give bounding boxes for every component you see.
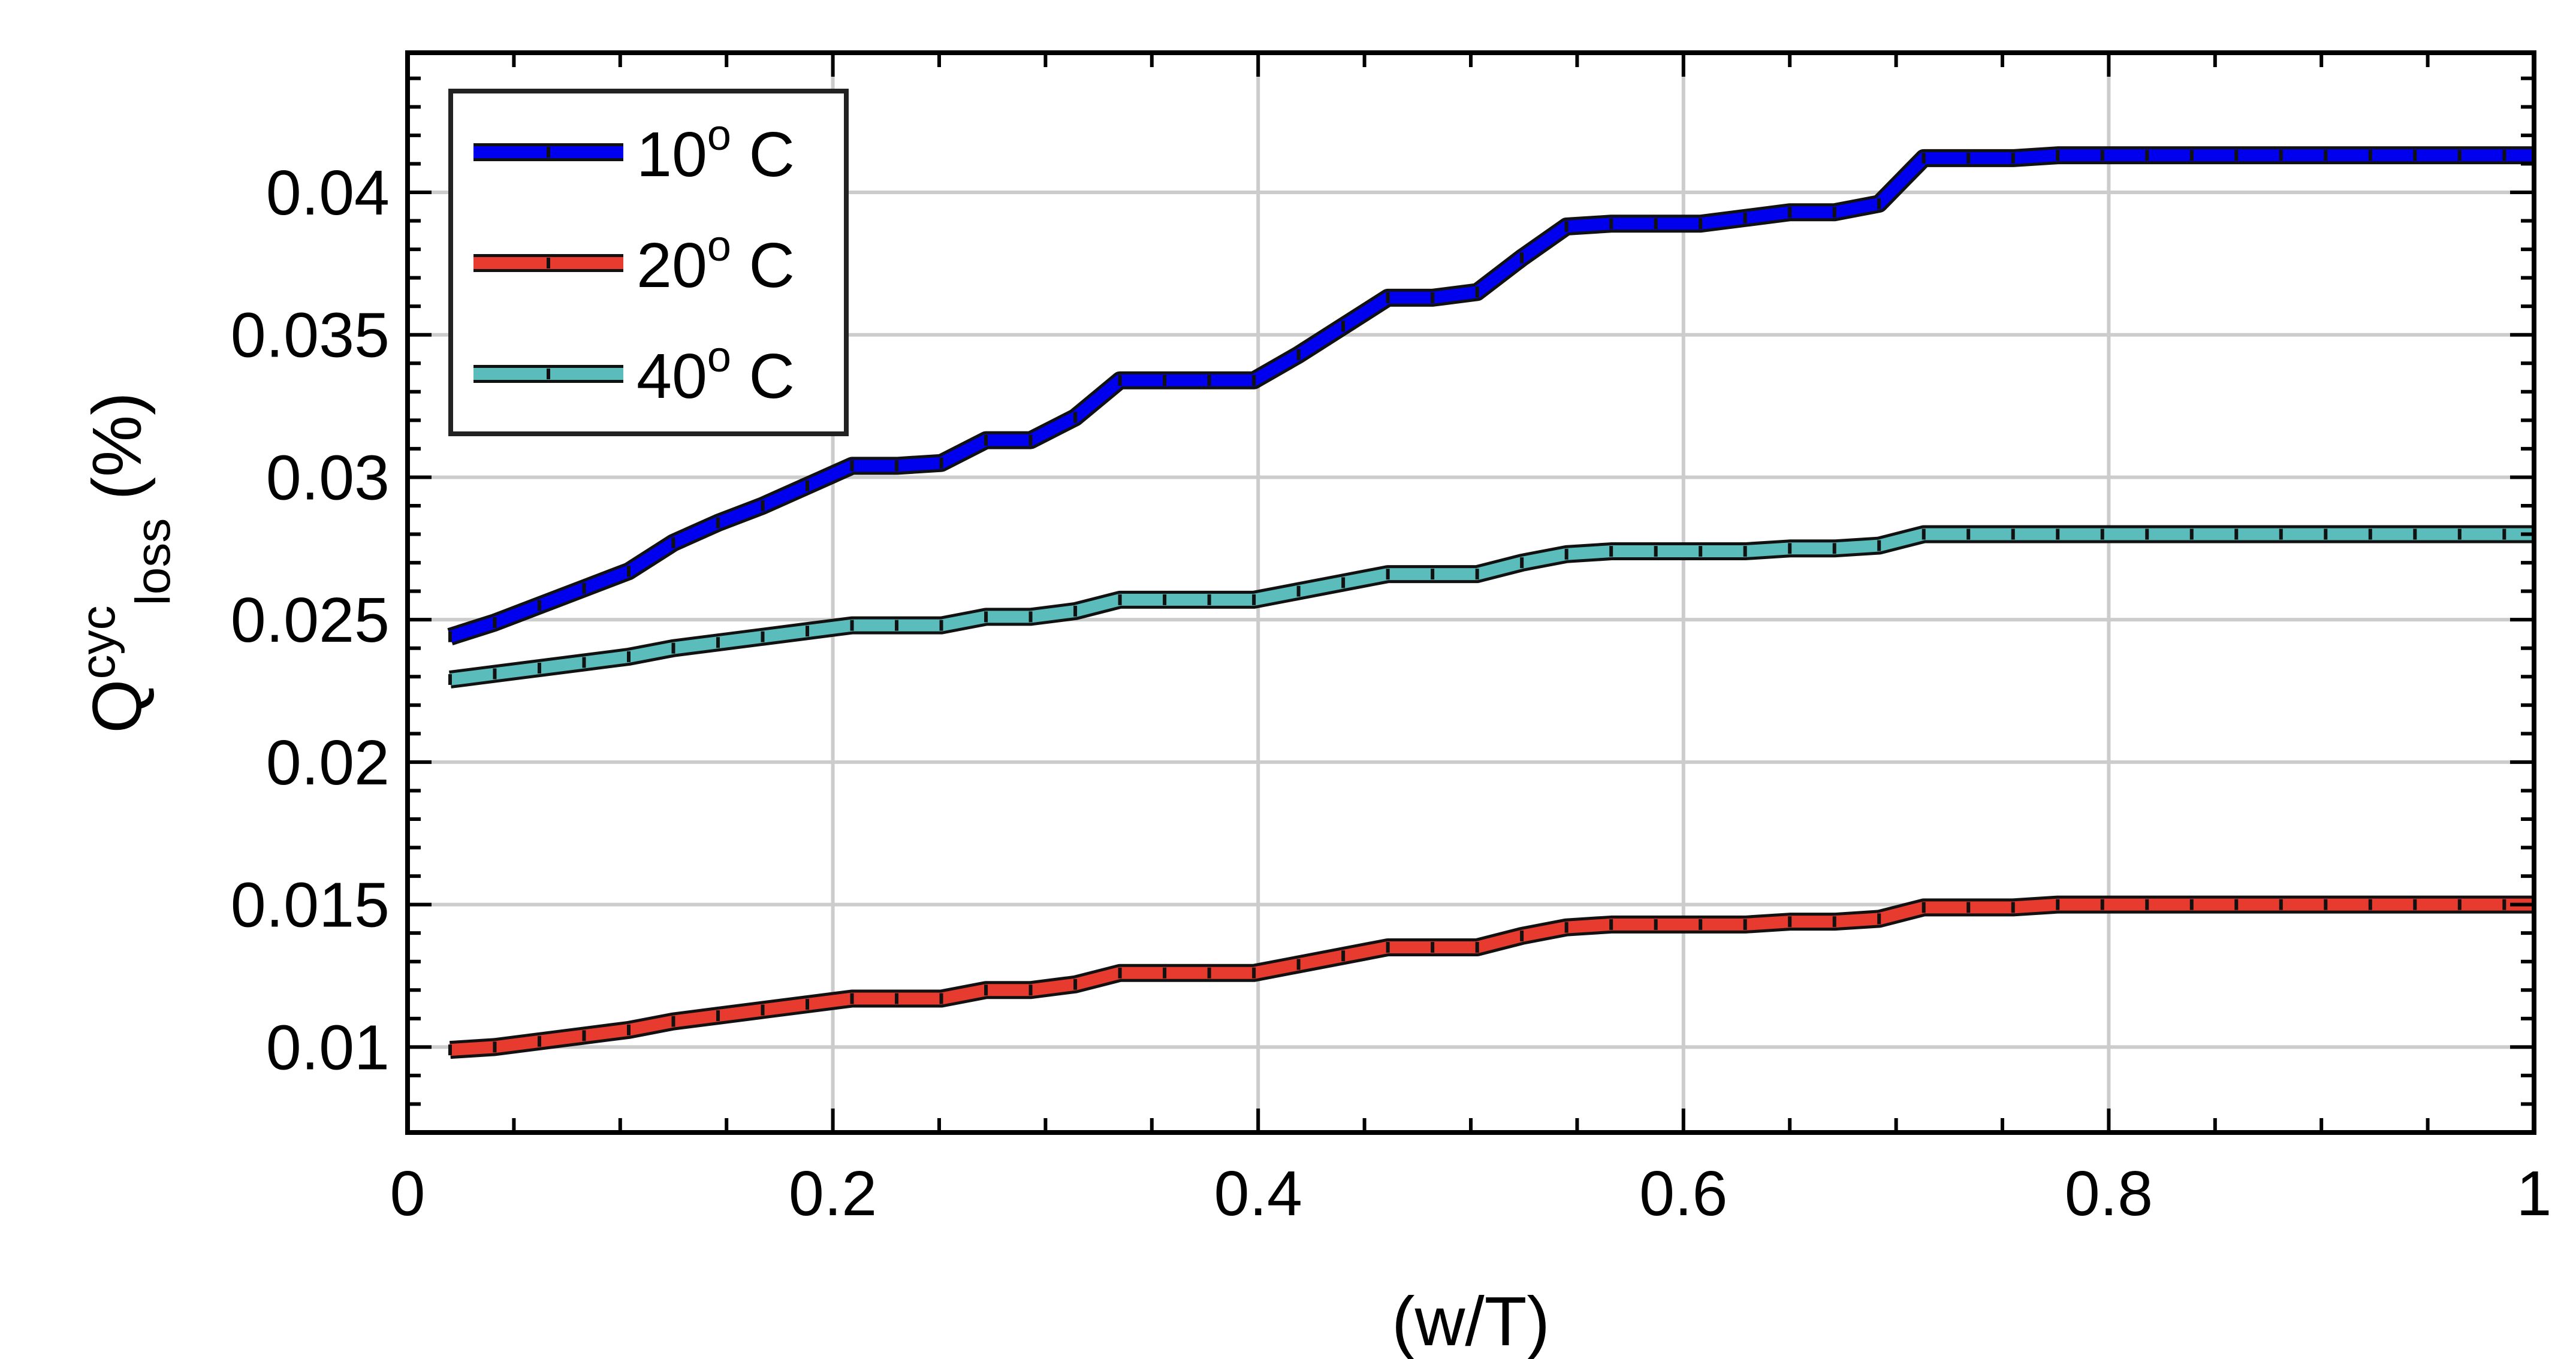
legend-label-unit: C [731, 230, 795, 301]
legend-label-degree: o [707, 222, 731, 270]
series-outline-40 [449, 525, 2534, 688]
legend-label-degree: o [707, 333, 731, 381]
x-tick-label: 0.2 [789, 1158, 877, 1229]
x-tick-label: 0.6 [1639, 1158, 1727, 1229]
y-tick-label: 0.035 [231, 300, 390, 371]
x-tick-labels: 0 0.2 0.4 0.6 0.8 1 [390, 1158, 2552, 1229]
y-tick-label: 0.03 [266, 442, 390, 513]
y-tick-label: 0.015 [231, 870, 390, 941]
y-axis-title-superscript: cyc [71, 606, 125, 680]
series-layer [447, 146, 2536, 1059]
legend-label-unit: C [731, 341, 795, 412]
legend-label-40: 40o C [637, 333, 795, 412]
plot-frame [405, 50, 2536, 1135]
legend-label-10: 10o C [637, 111, 795, 190]
y-tick-label: 0.01 [266, 1012, 390, 1083]
legend-label-20: 20o C [637, 222, 795, 301]
y-axis-title-unit: (%) [78, 392, 156, 500]
legend-label-value: 40 [637, 341, 707, 412]
y-tick-labels: 0.01 0.015 0.02 0.025 0.03 0.035 0.04 [231, 158, 390, 1083]
legend-label-unit: C [731, 119, 795, 190]
y-axis-title: Qcycloss (%) [71, 392, 180, 733]
x-tick-label: 0.4 [1214, 1158, 1302, 1229]
y-axis-title-base: Q [78, 680, 156, 733]
legend-label-value: 20 [637, 230, 707, 301]
y-axis-title-subscript: loss [126, 518, 180, 606]
series-line-40 [449, 528, 2534, 685]
series-outline-20 [450, 895, 2534, 1059]
series-line-20 [450, 898, 2534, 1056]
svg-text:Qcycloss(%): Qcycloss (%) [71, 392, 180, 733]
y-tick-label: 0.02 [266, 727, 390, 798]
y-tick-label: 0.025 [231, 585, 390, 656]
x-tick-label: 1 [2517, 1158, 2552, 1229]
series-line-10 [448, 149, 2534, 643]
x-axis-title: (w/T) [1392, 1282, 1550, 1359]
y-tick-label: 0.04 [266, 158, 390, 228]
legend-label-degree: o [707, 111, 731, 159]
x-tick-label: 0 [390, 1158, 426, 1229]
x-tick-label: 0.8 [2065, 1158, 2153, 1229]
legend-label-value: 10 [637, 119, 707, 190]
